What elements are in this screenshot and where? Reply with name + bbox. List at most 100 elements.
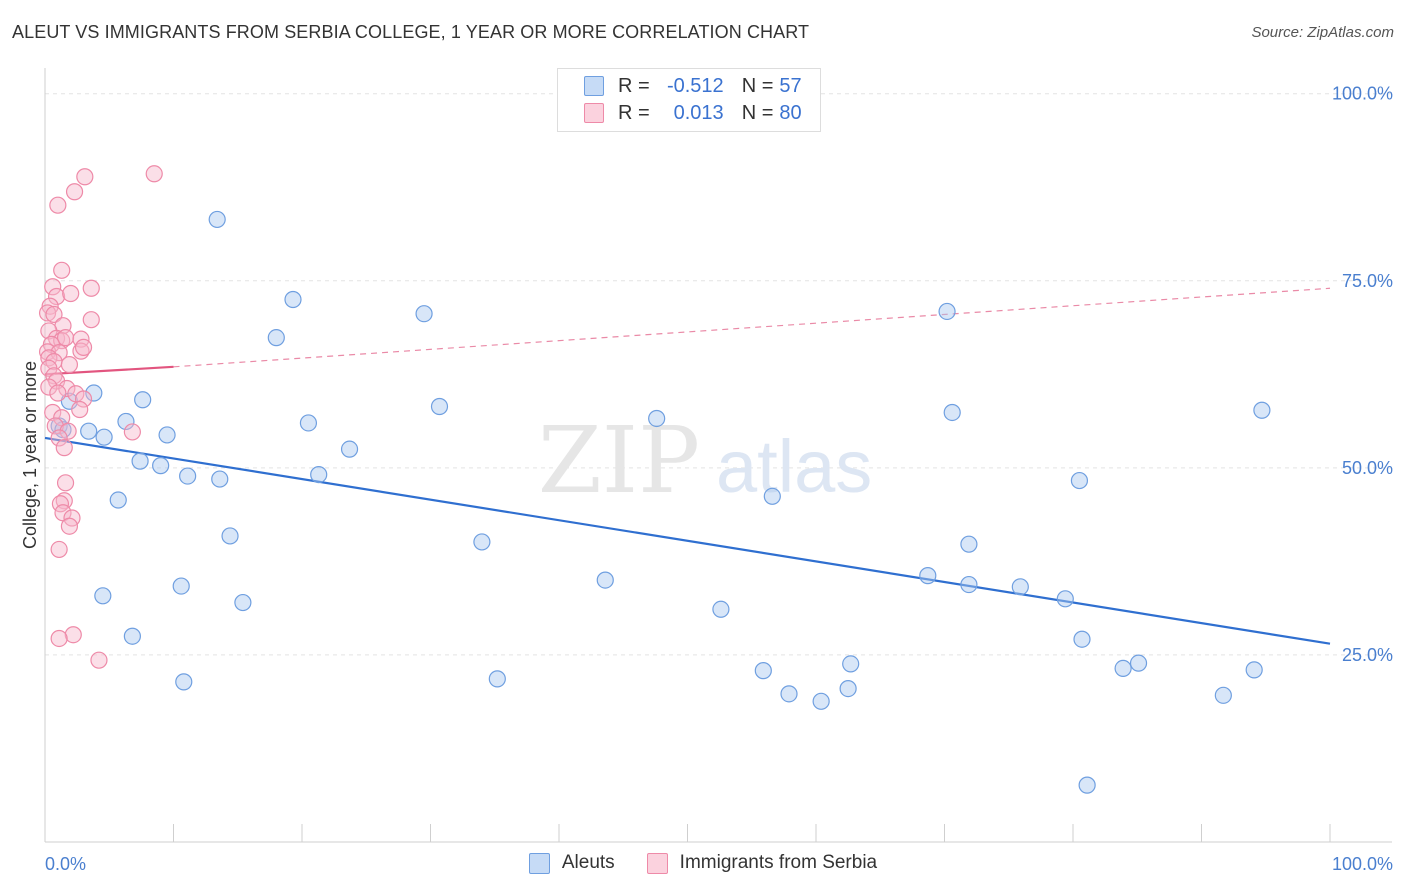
aleuts-point <box>95 428 113 446</box>
aleuts-point <box>943 403 961 422</box>
aleuts-point <box>299 414 318 432</box>
x-tick-label-min: 0.0% <box>45 854 86 874</box>
trend-layer <box>44 287 1331 645</box>
serbia-point <box>55 439 73 457</box>
aleuts-point <box>310 465 328 484</box>
aleuts-point <box>131 452 149 470</box>
watermark-zip: ZIP <box>538 407 700 514</box>
aleuts-point <box>1114 659 1132 677</box>
aleuts-trend-line <box>44 436 1331 645</box>
source-label: Source: ZipAtlas.com <box>1251 24 1394 41</box>
aleuts-point <box>109 491 127 509</box>
legend-n-label: N = <box>741 101 774 124</box>
legend-n-value: 57 <box>779 74 802 97</box>
aleuts-point <box>1056 590 1074 608</box>
aleuts-point <box>158 426 176 444</box>
x-tick-label-max: 100.0% <box>1332 854 1393 874</box>
y-axis-label: College, 1 year or more <box>20 361 40 549</box>
aleuts-point <box>488 670 506 688</box>
serbia-point <box>38 304 57 322</box>
aleuts-point <box>1214 686 1232 704</box>
legend-swatch-serbia <box>584 103 604 123</box>
legend-n-label: N = <box>741 74 774 97</box>
aleuts-point <box>123 627 141 645</box>
legend-r-label: R = <box>618 101 650 124</box>
serbia-point <box>71 400 89 419</box>
aleuts-point <box>1073 630 1091 648</box>
serbia-trend-line <box>44 365 174 376</box>
aleuts-point <box>960 575 978 594</box>
chart-title: ALEUT VS IMMIGRANTS FROM SERBIA COLLEGE,… <box>12 22 810 42</box>
aleuts-point <box>117 412 135 431</box>
serbia-point <box>64 626 82 644</box>
legend-n-value: 80 <box>779 101 802 124</box>
serbia-point <box>53 261 71 279</box>
serbia-point <box>76 168 94 186</box>
aleuts-point <box>1070 471 1089 490</box>
aleuts-point <box>234 593 252 612</box>
serbia-point <box>82 279 100 297</box>
serbia-point <box>123 423 141 441</box>
serbia-point <box>90 651 108 669</box>
series-legend-label: Immigrants from Serbia <box>679 852 878 873</box>
serbia-point <box>50 540 68 559</box>
legend-r-value: -0.512 <box>666 74 724 97</box>
serbia-point <box>50 429 68 447</box>
correlation-legend: R = -0.512 N = 57 R = 0.013 N = 80 <box>557 68 821 132</box>
aleuts-point <box>842 655 860 673</box>
aleuts-point <box>780 685 798 703</box>
aleuts-point <box>175 673 193 691</box>
serbia-point <box>82 311 100 329</box>
serbia-point <box>49 384 67 402</box>
aleuts-point <box>211 470 229 488</box>
serbia-point <box>74 338 93 356</box>
series-legend-serbia[interactable]: Immigrants from Serbia <box>646 852 878 874</box>
aleuts-point <box>94 587 112 605</box>
legend-row-aleuts: R = -0.512 N = 57 <box>584 73 802 99</box>
y-tick-label: 25.0% <box>1342 645 1393 665</box>
aleuts-point <box>960 535 978 553</box>
aleuts-point <box>267 329 285 347</box>
legend-row-serbia: R = 0.013 N = 80 <box>584 100 802 126</box>
aleuts-point <box>839 679 857 698</box>
serbia-point <box>44 403 62 422</box>
aleuts-point <box>596 571 614 589</box>
serbia-point <box>49 196 67 214</box>
serbia-point <box>50 629 68 648</box>
aleuts-point <box>1078 776 1096 794</box>
serbia-point <box>41 297 59 315</box>
legend-r-label: R = <box>618 74 650 97</box>
aleuts-point <box>1129 654 1148 672</box>
serbia-point <box>60 517 79 535</box>
aleuts-point <box>473 533 491 551</box>
aleuts-point <box>919 567 937 585</box>
aleuts-point <box>763 487 781 505</box>
aleuts-point <box>85 384 103 402</box>
aleuts-point <box>430 397 449 416</box>
serbia-point <box>74 390 93 408</box>
aleuts-point <box>1253 401 1271 419</box>
aleuts-point <box>938 302 956 321</box>
legend-r-value: 0.013 <box>673 101 724 124</box>
serbia-point <box>56 474 75 492</box>
y-tick-label: 75.0% <box>1342 271 1393 291</box>
series-legend-aleuts[interactable]: Aleuts <box>528 852 615 874</box>
y-tick-label: 50.0% <box>1342 458 1393 478</box>
serbia-point <box>47 287 66 306</box>
serbia-point <box>65 183 84 201</box>
serbia-point <box>56 329 75 347</box>
serbia-point <box>145 165 163 183</box>
aleuts-point <box>1011 578 1029 596</box>
aleuts-point <box>134 391 152 409</box>
serbia-point <box>59 422 77 440</box>
aleuts-point <box>284 290 302 309</box>
serbia-point <box>58 379 76 398</box>
aleuts-point <box>415 305 433 323</box>
aleuts-point <box>179 467 197 485</box>
serbia-point <box>40 378 58 396</box>
aleuts-point <box>1245 661 1263 679</box>
series-legend: Aleuts Immigrants from Serbia <box>0 852 1406 874</box>
y-tick-label: 100.0% <box>1332 84 1393 104</box>
aleuts-point <box>221 527 239 545</box>
